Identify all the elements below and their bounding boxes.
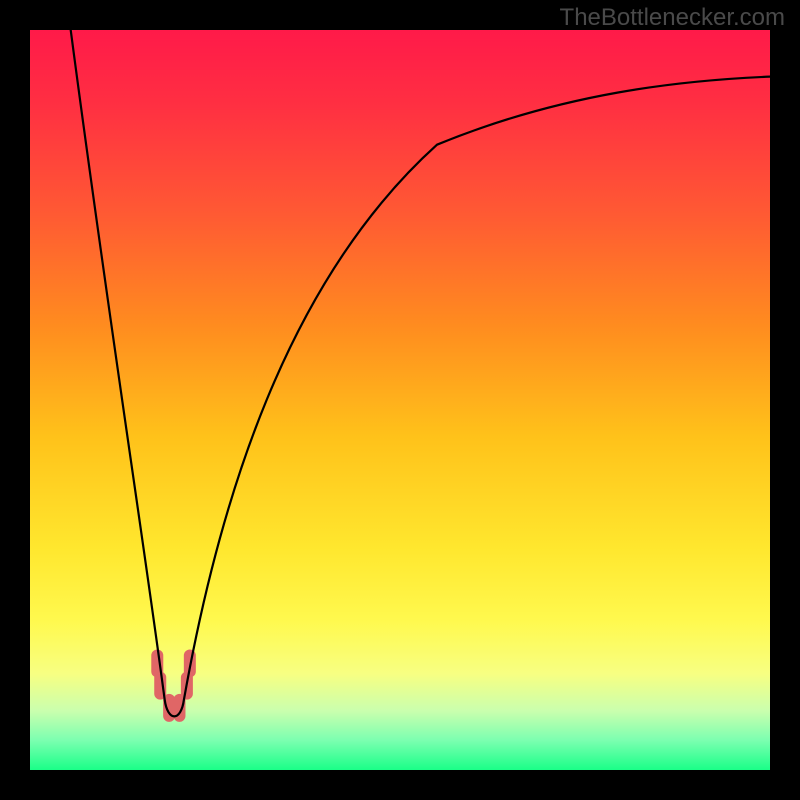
plot-svg [30,30,770,770]
watermark-text: TheBottlenecker.com [560,4,785,32]
plot-area [30,30,770,770]
gradient-background [30,30,770,770]
